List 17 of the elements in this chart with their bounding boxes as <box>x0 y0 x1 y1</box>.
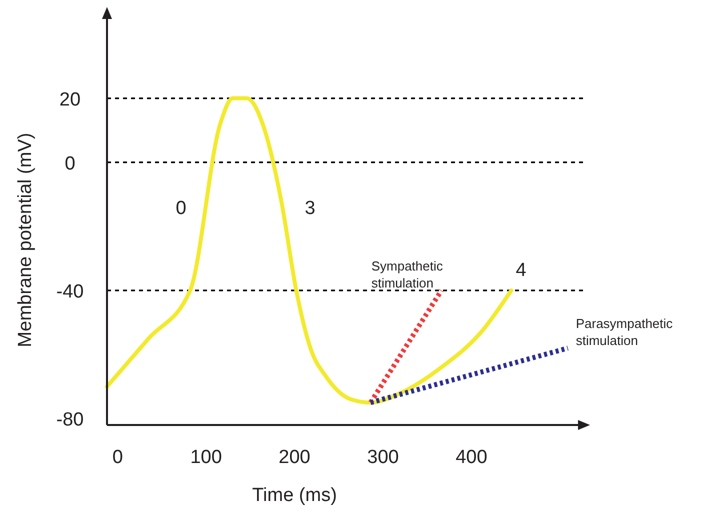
x-tick-label: 400 <box>456 447 488 468</box>
y-axis-title: Membrane potential (mV) <box>15 132 36 348</box>
x-axis-title: Time (ms) <box>252 485 337 506</box>
x-tick-label: 100 <box>190 447 222 468</box>
x-tick-label: 300 <box>367 447 399 468</box>
y-tick-label: 0 <box>64 153 76 174</box>
series-label: Parasympathetic stimulation <box>576 316 674 348</box>
line-series <box>105 96 514 405</box>
x-tick-label: 0 <box>112 447 123 468</box>
y-tick-label: 20 <box>59 89 81 110</box>
annotation: 4 <box>516 260 527 281</box>
series-label: Sympathetic stimulation <box>371 258 444 290</box>
x-tick-label: 200 <box>278 447 310 468</box>
annotation: 0 <box>176 198 186 219</box>
y-tick-label: -40 <box>56 281 84 302</box>
annotation: 3 <box>304 198 316 219</box>
y-tick-label: -80 <box>56 410 84 431</box>
